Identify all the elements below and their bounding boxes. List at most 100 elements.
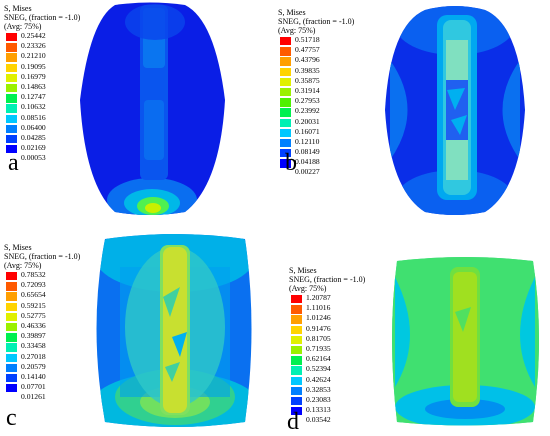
legend-swatch [6, 292, 17, 301]
legend-row: 0.59215 [4, 301, 80, 311]
contour-plot-d [392, 257, 539, 426]
legend-avg: (Avg: 75%) [278, 26, 316, 35]
legend-swatch [6, 363, 17, 373]
legend-swatch [6, 373, 17, 383]
legend-row: 0.43796 [278, 55, 354, 66]
legend-swatch [280, 47, 291, 56]
legend-swatch [6, 53, 17, 62]
legend-value: 1.20787 [306, 293, 331, 302]
legend-value: 0.12747 [21, 92, 46, 102]
legend-swatch [6, 282, 17, 291]
legend-value: 0.25442 [21, 31, 46, 40]
legend-row: 0.03542 [289, 415, 365, 425]
legend-value: 0.27018 [21, 351, 46, 361]
legend-row: 0.46336 [4, 320, 80, 332]
legend-scale: 1.20787 1.11016 1.01246 0.91476 0.81705 0.719… [289, 293, 365, 425]
legend-row: 0.91476 [289, 324, 365, 334]
legend-value: 0.10632 [21, 102, 46, 112]
legend-value: 0.78532 [21, 270, 46, 279]
legend-value: 0.81705 [306, 333, 331, 343]
legend-value: 0.42624 [306, 374, 331, 384]
legend-swatch [6, 312, 17, 322]
legend-title: S, Mises [278, 8, 306, 17]
legend-swatch [6, 33, 17, 42]
legend-row: 1.01246 [289, 313, 365, 324]
legend-swatch [6, 83, 17, 93]
legend-row: 0.23326 [4, 41, 80, 52]
legend-row: 0.16979 [4, 71, 80, 83]
legend-value: 0.20031 [295, 116, 320, 126]
legend-row: 0.12747 [4, 92, 80, 103]
legend-swatch [280, 67, 291, 76]
legend-value: 0.33458 [21, 341, 46, 351]
legend-swatch [6, 302, 17, 311]
legend-value: 0.91476 [306, 323, 331, 333]
legend-value: 0.31914 [295, 85, 320, 95]
legend-value: 0.46336 [21, 320, 46, 330]
legend-value: 0.27953 [295, 96, 320, 106]
legend-value: 0.08149 [295, 147, 320, 157]
legend-value: 0.35875 [295, 75, 320, 85]
legend-row: 0.23083 [289, 395, 365, 406]
legend-value: 0.00227 [295, 167, 320, 177]
legend-swatch [280, 138, 291, 148]
legend-swatch [280, 98, 291, 107]
legend-row: 0.72093 [4, 280, 80, 291]
legend-row: 0.04285 [4, 133, 80, 144]
legend-value: 0.21210 [21, 51, 46, 61]
legend-value: 0.47757 [295, 45, 320, 55]
legend-swatch [291, 305, 302, 314]
legend-row: 0.14140 [4, 371, 80, 383]
legend-swatch [291, 366, 302, 375]
legend-value: 0.16979 [21, 71, 46, 81]
legend-title: S, Mises [4, 4, 32, 13]
legend-value: 0.39835 [295, 65, 320, 75]
legend-swatch [280, 77, 291, 87]
legend-row: 0.35875 [278, 75, 354, 87]
legend-value: 0.08516 [21, 112, 46, 122]
legend-swatch [280, 37, 291, 46]
legend-row: 0.21210 [4, 51, 80, 62]
legend-scale: 0.25442 0.23326 0.21210 0.19095 0.16979 0.148… [4, 31, 80, 163]
legend-swatch [6, 63, 17, 72]
legend-swatch [291, 325, 302, 334]
legend-c: S, Mises SNEG, (fraction = -1.0) (Avg: 7… [4, 243, 80, 402]
legend-swatch [6, 333, 17, 342]
legend-swatch [291, 315, 302, 324]
legend-row: 0.20579 [4, 362, 80, 373]
legend-swatch [280, 159, 291, 168]
legend-value: 0.39897 [21, 331, 46, 341]
panel-letter: c [6, 405, 17, 431]
legend-swatch [6, 94, 17, 103]
panel-letter: b [285, 150, 297, 176]
legend-row: 0.02169 [4, 143, 80, 154]
legend-row: 0.31914 [278, 85, 354, 97]
legend-row: 0.00053 [4, 153, 80, 163]
legend-value: 0.62164 [306, 354, 331, 364]
legend-avg: (Avg: 75%) [289, 284, 327, 293]
legend-swatch [6, 343, 17, 352]
legend-swatch [291, 295, 302, 304]
legend-value: 0.01261 [21, 392, 46, 402]
panel-b: S, Mises SNEG, (fraction = -1.0) (Avg: 7… [275, 0, 550, 217]
legend-value: 0.43796 [295, 55, 320, 65]
legend-title: S, Mises [4, 243, 32, 252]
legend-row: 0.33458 [4, 341, 80, 352]
legend-swatch [6, 73, 17, 83]
legend-swatch [291, 376, 302, 385]
legend-value: 0.14140 [21, 371, 46, 381]
legend-row: 0.52394 [289, 364, 365, 375]
legend-value: 0.32853 [306, 384, 331, 394]
legend-subtitle: SNEG, (fraction = -1.0) [278, 17, 355, 26]
panel-c: S, Mises SNEG, (fraction = -1.0) (Avg: 7… [0, 217, 275, 434]
legend-value: 0.00053 [21, 153, 46, 163]
legend-swatch [280, 57, 291, 66]
legend-row: 1.20787 [289, 293, 365, 304]
legend-value: 0.65654 [21, 290, 46, 300]
legend-value: 0.23992 [295, 106, 320, 116]
legend-swatch [6, 104, 17, 113]
legend-value: 1.01246 [306, 313, 331, 323]
legend-value: 0.03542 [306, 415, 331, 425]
legend-swatch [291, 396, 302, 406]
legend-swatch [6, 353, 17, 362]
